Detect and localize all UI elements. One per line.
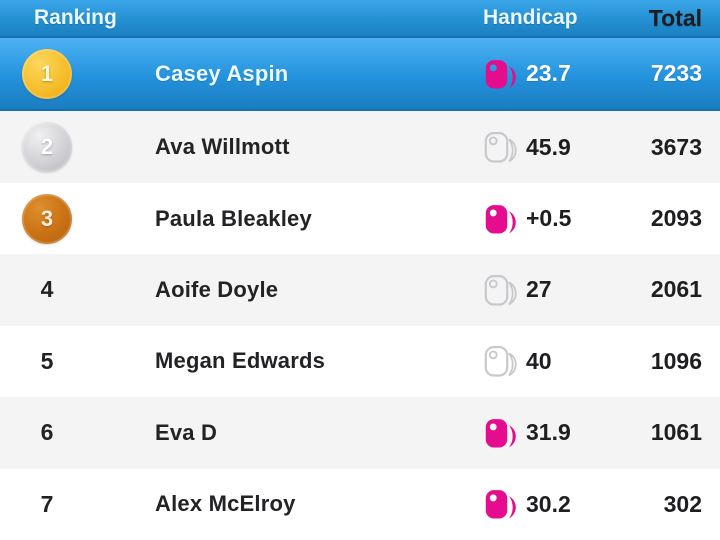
total-value: 2093: [650, 205, 702, 232]
filled-handicap-icon: [485, 418, 516, 448]
rank-cell: 2: [22, 122, 72, 173]
handicap-value: +0.5: [526, 205, 572, 232]
leaderboard-row[interactable]: 5 Megan Edwards 40 1096: [0, 325, 720, 398]
handicap-cell: 30.2: [478, 486, 614, 522]
ranking-column-header: Ranking: [34, 6, 117, 29]
total-value: 302: [663, 490, 702, 517]
rank-cell: 4: [22, 276, 72, 303]
leaderboard-row[interactable]: 7 Alex McElroy 30.2 302: [0, 468, 720, 540]
leaderboard-row[interactable]: 1 Casey Aspin 23.7 7233: [0, 38, 720, 112]
leaderboard-row[interactable]: 2 Ava Willmott 45.9 3673: [0, 111, 720, 183]
handicap-value: 23.7: [526, 60, 571, 87]
total-value: 7233: [650, 60, 702, 87]
handicap-value: 30.2: [526, 490, 571, 517]
leaderboard-row[interactable]: 6 Eva D 31.9 1061: [0, 397, 720, 469]
player-name: Ava Willmott: [155, 134, 290, 160]
leaderboard-header: Ranking Handicap Total: [0, 0, 720, 38]
gold-medal-badge: 1: [22, 48, 72, 99]
filled-handicap-icon: [485, 490, 516, 519]
handicap-cell: 27: [478, 272, 614, 308]
rank-number: 6: [40, 419, 54, 446]
handicap-cell: 31.9: [478, 415, 614, 451]
rank-number: 5: [40, 347, 54, 374]
rank-cell: 6: [22, 419, 72, 446]
handicap-value: 27: [526, 276, 552, 303]
filled-handicap-icon: [485, 204, 516, 234]
leaderboard-row[interactable]: 4 Aoife Doyle 27 2061: [0, 254, 720, 326]
total-value: 1061: [650, 419, 702, 446]
total-value: 2061: [650, 276, 702, 303]
handicap-cell: 23.7: [478, 56, 614, 92]
outline-handicap-icon: [484, 275, 517, 306]
outline-handicap-icon: [484, 132, 517, 163]
handicap-value: 40: [526, 347, 552, 374]
leaderboard-row[interactable]: 3 Paula Bleakley +0.5 2093: [0, 182, 720, 255]
player-name: Megan Edwards: [155, 348, 326, 374]
handicap-cell: +0.5: [478, 201, 614, 237]
total-value: 1096: [650, 347, 702, 374]
outline-handicap-icon: [484, 346, 517, 378]
silver-medal-badge: 2: [22, 122, 72, 173]
player-name: Paula Bleakley: [155, 205, 312, 231]
rank-number: 4: [40, 276, 54, 303]
handicap-value: 45.9: [526, 133, 571, 160]
rank-number: 7: [40, 490, 54, 517]
total-value: 3673: [650, 133, 702, 160]
bronze-medal-badge: 3: [22, 193, 72, 244]
handicap-column-header: Handicap: [483, 6, 578, 29]
player-name: Casey Aspin: [155, 60, 289, 86]
player-name: Eva D: [155, 419, 218, 445]
handicap-value: 31.9: [526, 419, 571, 446]
rank-cell: 7: [22, 491, 72, 518]
player-name: Alex McElroy: [155, 491, 296, 517]
rank-cell: 3: [22, 193, 72, 244]
player-name: Aoife Doyle: [155, 276, 279, 302]
handicap-cell: 45.9: [478, 129, 614, 165]
filled-handicap-icon: [485, 59, 516, 89]
rank-cell: 5: [22, 348, 72, 375]
rank-cell: 1: [22, 48, 72, 99]
total-column-header: Total: [648, 4, 702, 31]
leaderboard-rows: 1 Casey Aspin 23.7 7233 2 Ava Willmott 4…: [0, 38, 720, 540]
handicap-cell: 40: [478, 343, 614, 379]
